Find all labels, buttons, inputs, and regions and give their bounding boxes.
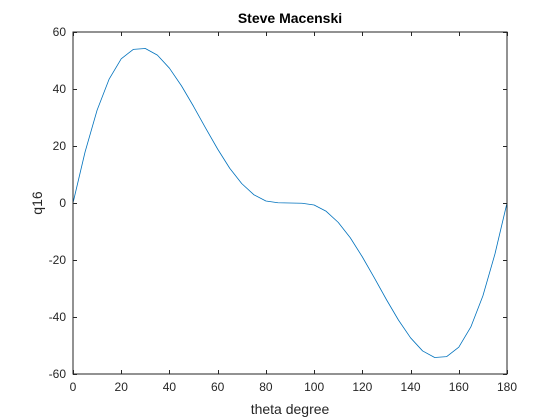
x-tick-label: 140 [401,380,421,394]
y-tick-label: 40 [53,82,67,96]
y-tick-label: -40 [49,310,67,324]
y-axis: -60 -40 -20 0 20 40 60 [49,25,507,381]
x-axis-label: theta degree [251,401,330,417]
x-tick-label: 160 [449,380,469,394]
x-tick-label: 60 [211,380,225,394]
y-tick-label: -20 [49,253,67,267]
x-tick-label: 100 [304,380,324,394]
x-tick-label: 20 [115,380,129,394]
x-axis: 0 20 40 60 80 100 120 140 160 180 [70,32,517,394]
x-tick-label: 120 [352,380,372,394]
x-tick-label: 0 [70,380,77,394]
y-tick-label: 0 [59,196,66,210]
x-tick-label: 80 [259,380,273,394]
x-tick-label: 180 [497,380,517,394]
series-line-1 [72,48,508,358]
y-tick-label: -60 [49,367,67,381]
chart-title: Steve Macenski [238,10,342,26]
plot-area [72,48,508,358]
x-tick-label: 40 [163,380,177,394]
y-tick-label: 60 [53,25,67,39]
y-axis-label: q16 [29,191,45,215]
y-tick-label: 20 [53,139,67,153]
